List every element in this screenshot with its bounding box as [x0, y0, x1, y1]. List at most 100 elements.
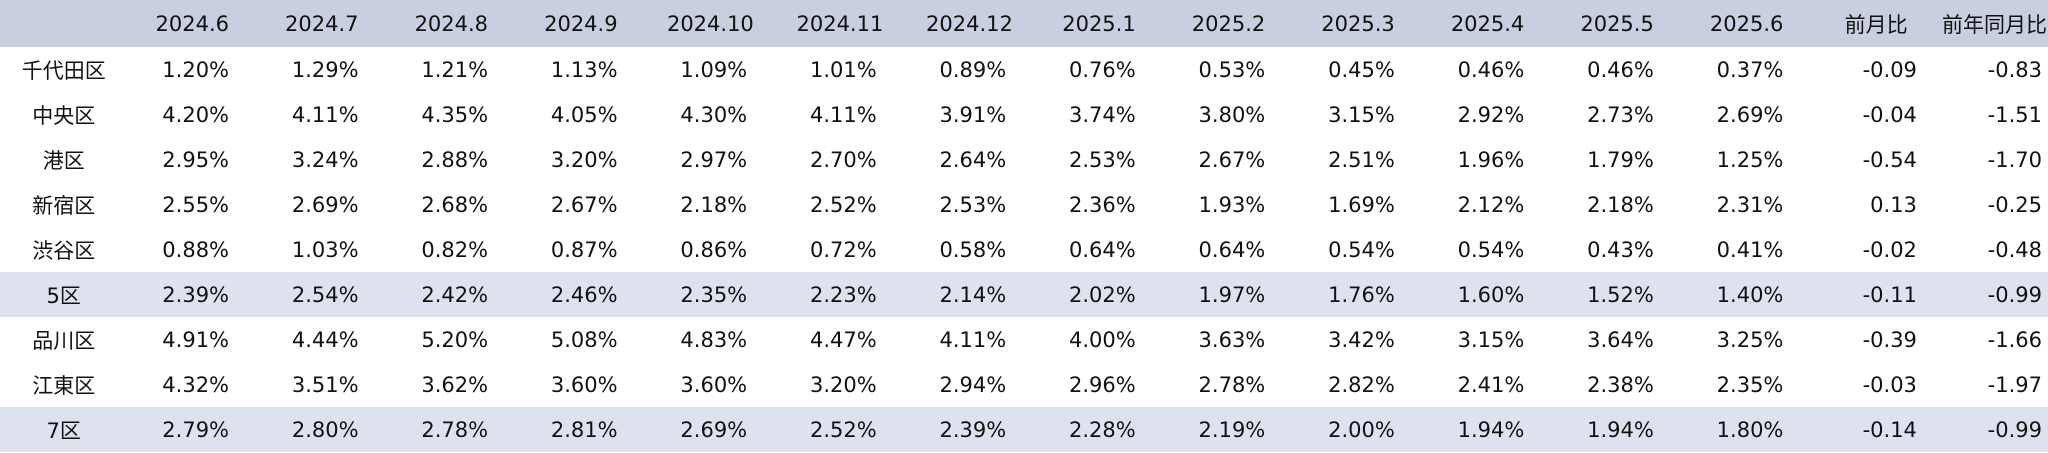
- column-header: 前年同月比: [1941, 12, 2047, 37]
- table-cell-rate: 2.69%: [680, 417, 748, 442]
- table-cell-change: -0.39: [1862, 327, 1917, 352]
- table-cell-rate: 2.52%: [809, 417, 877, 442]
- table-cell-change: -0.02: [1862, 237, 1917, 262]
- table-cell-rate: 2.97%: [680, 147, 748, 172]
- table-cell-change: -0.09: [1862, 57, 1917, 82]
- table-cell-change: -0.99: [1987, 282, 2042, 307]
- table-cell-rate: 4.44%: [291, 327, 359, 352]
- table-cell-rate: 2.54%: [291, 282, 359, 307]
- table-cell-rate: 5.08%: [550, 327, 618, 352]
- table-cell-rate: 0.46%: [1457, 57, 1525, 82]
- table-cell-rate: 2.02%: [1069, 282, 1136, 307]
- table-cell-rate: 0.88%: [162, 237, 230, 262]
- table-cell-rate: 3.20%: [550, 147, 618, 172]
- table-cell-rate: 2.88%: [421, 147, 489, 172]
- table-cell-rate: 3.62%: [421, 372, 489, 397]
- table-cell-rate: 2.36%: [1069, 192, 1136, 217]
- table-cell-rate: 2.64%: [939, 147, 1007, 172]
- table-cell-rate: 2.18%: [680, 192, 748, 217]
- table-cell-change: -0.14: [1862, 417, 1917, 442]
- table-cell-rate: 2.18%: [1587, 192, 1654, 217]
- table-cell-rate: 3.24%: [291, 147, 359, 172]
- row-label: 品川区: [32, 328, 96, 353]
- table-cell-change: -1.97: [1987, 372, 2042, 397]
- table-cell-rate: 2.42%: [421, 282, 489, 307]
- table-cell-rate: 3.20%: [809, 372, 877, 397]
- table-cell-rate: 2.80%: [291, 417, 359, 442]
- column-header: 2024.7: [285, 11, 359, 36]
- column-header: 2025.2: [1191, 11, 1266, 36]
- table-cell-change: -0.99: [1987, 417, 2042, 442]
- table-cell-rate: 3.60%: [550, 372, 618, 397]
- table-cell-change: -0.11: [1862, 282, 1917, 307]
- table-row: 品川区 4.91% 4.44% 5.20% 5.08% 4.83% 4.47% 4.11% 4.…: [0, 317, 2048, 362]
- table-cell-rate: 0.43%: [1587, 237, 1654, 262]
- table-cell-change: -1.66: [1987, 327, 2042, 352]
- table-cell-rate: 0.45%: [1328, 57, 1395, 82]
- table-cell-rate: 1.13%: [550, 57, 618, 82]
- table-cell-rate: 0.58%: [939, 237, 1007, 262]
- table-cell-rate: 3.51%: [291, 372, 359, 397]
- table-cell-rate: 0.64%: [1198, 237, 1266, 262]
- table-cell-rate: 0.86%: [680, 237, 748, 262]
- row-label: 5区: [46, 283, 81, 308]
- table-row: 江東区 4.32% 3.51% 3.62% 3.60% 3.60% 3.20% 2.94% 2.…: [0, 362, 2048, 407]
- table-cell-rate: 1.25%: [1716, 147, 1784, 172]
- table-cell-rate: 2.81%: [550, 417, 618, 442]
- table-cell-rate: 3.25%: [1716, 327, 1784, 352]
- table-cell-rate: 2.53%: [1069, 147, 1136, 172]
- table-cell-rate: 0.82%: [421, 237, 489, 262]
- table-cell-rate: 2.78%: [1198, 372, 1266, 397]
- column-header: 2025.5: [1580, 11, 1654, 36]
- table-cell-rate: 0.72%: [809, 237, 877, 262]
- table-cell-rate: 4.05%: [550, 102, 618, 127]
- table-cell-rate: 2.78%: [421, 417, 489, 442]
- table-header-row: 2024.6 2024.7 2024.8 2024.9 2024.10 2024.11 20…: [0, 0, 2048, 47]
- table-cell-rate: 0.37%: [1716, 57, 1784, 82]
- table-cell-rate: 2.52%: [809, 192, 877, 217]
- table-cell-rate: 2.39%: [939, 417, 1007, 442]
- table-cell-rate: 3.42%: [1328, 327, 1395, 352]
- column-header: 2025.3: [1321, 11, 1395, 36]
- table-cell-rate: 3.60%: [680, 372, 748, 397]
- column-header: 2024.8: [414, 11, 489, 36]
- table-body: 千代田区 1.20% 1.29% 1.21% 1.13% 1.09% 1.01% 0.89% 0…: [0, 47, 2048, 452]
- column-header: 2024.11: [796, 11, 884, 36]
- table-cell-rate: 4.30%: [680, 102, 748, 127]
- table-row: 渋谷区 0.88% 1.03% 0.82% 0.87% 0.86% 0.72% 0.58% 0.…: [0, 227, 2048, 272]
- row-label: 千代田区: [21, 58, 106, 83]
- table-cell-rate: 1.60%: [1457, 282, 1525, 307]
- row-label: 港区: [42, 148, 85, 173]
- table-cell-rate: 0.64%: [1069, 237, 1136, 262]
- table-cell-rate: 2.82%: [1328, 372, 1395, 397]
- table-cell-rate: 4.11%: [939, 327, 1007, 352]
- table-cell-rate: 0.54%: [1328, 237, 1395, 262]
- table-cell-rate: 2.35%: [680, 282, 748, 307]
- table-cell-rate: 3.15%: [1328, 102, 1395, 127]
- table-cell-rate: 2.23%: [809, 282, 877, 307]
- table-cell-rate: 0.53%: [1198, 57, 1266, 82]
- table-cell-change: -0.83: [1987, 57, 2042, 82]
- table-cell-change: -0.04: [1862, 102, 1917, 127]
- table-row-summary: 5区 2.39% 2.54% 2.42% 2.46% 2.35% 2.23% 2.14% 2.0…: [0, 272, 2048, 317]
- column-header: 2024.10: [666, 11, 754, 36]
- table-cell-rate: 2.31%: [1716, 192, 1784, 217]
- table-cell-rate: 2.19%: [1198, 417, 1266, 442]
- table-cell-rate: 1.21%: [421, 57, 489, 82]
- table-cell-rate: 4.11%: [809, 102, 877, 127]
- table-cell-rate: 1.40%: [1716, 282, 1784, 307]
- column-header: 2024.6: [155, 11, 229, 36]
- row-header-label: [0, 0, 127, 47]
- row-label: 7区: [46, 418, 81, 443]
- table-cell-rate: 2.41%: [1457, 372, 1525, 397]
- table-cell-rate: 0.76%: [1069, 57, 1136, 82]
- table-row: 港区 2.95% 3.24% 2.88% 3.20% 2.97% 2.70% 2.64% 2.5…: [0, 137, 2048, 182]
- table-cell-rate: 3.64%: [1587, 327, 1654, 352]
- row-label: 新宿区: [32, 193, 96, 218]
- table-cell-rate: 4.00%: [1069, 327, 1136, 352]
- table-row: 千代田区 1.20% 1.29% 1.21% 1.13% 1.09% 1.01% 0.89% 0…: [0, 47, 2048, 92]
- table-cell-rate: 2.53%: [939, 192, 1007, 217]
- column-header: 2024.9: [544, 11, 618, 36]
- table-cell-rate: 1.80%: [1716, 417, 1784, 442]
